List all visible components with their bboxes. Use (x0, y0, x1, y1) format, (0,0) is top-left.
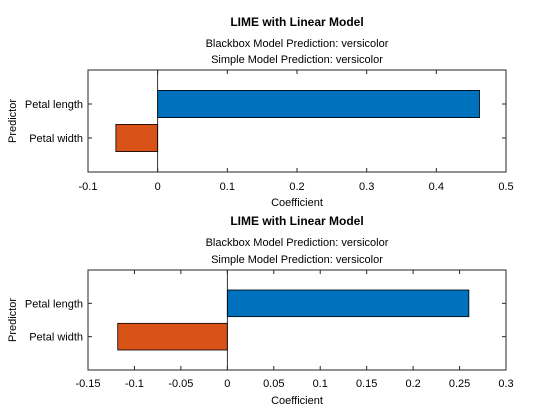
bar-petal-width (115, 124, 159, 153)
bar-petal-length (226, 289, 470, 318)
y-axis-label: Predictor (7, 298, 19, 342)
chart-panel-2: LIME with Linear Model Blackbox Model Pre… (7, 214, 514, 407)
x-tick-label: 0 (155, 181, 161, 193)
x-tick-label: 0.4 (429, 181, 444, 193)
x-tick-label: 0.1 (220, 181, 235, 193)
y-tick-label: Petal width (29, 332, 83, 344)
plots-container: LIME with Linear Model Blackbox Model Pre… (7, 15, 514, 407)
chart-subtitle-line-2: Simple Model Prediction: versicolor (211, 254, 383, 266)
axes-frame (87, 269, 507, 371)
y-axis-label: Predictor (7, 99, 19, 143)
bar-petal-width (117, 322, 228, 351)
x-tick-label: 0.15 (356, 378, 377, 390)
x-tick-label: -0.05 (168, 378, 193, 390)
x-axis-label: Coefficient (271, 395, 323, 407)
x-axis-label: Coefficient (271, 197, 323, 209)
chart-panel-1: LIME with Linear Model Blackbox Model Pre… (7, 15, 514, 209)
x-tick-label: 0.5 (498, 181, 513, 193)
x-tick-label: -0.1 (125, 378, 144, 390)
x-tick-label: 0.25 (449, 378, 470, 390)
x-tick-label: 0.3 (498, 378, 513, 390)
x-tick-label: 0.05 (263, 378, 284, 390)
bar-petal-length (157, 90, 480, 119)
chart-title: LIME with Linear Model (230, 15, 363, 29)
chart-subtitle-line-1: Blackbox Model Prediction: versicolor (206, 237, 389, 249)
chart-subtitle-line-2: Simple Model Prediction: versicolor (211, 54, 383, 66)
y-tick-label: Petal length (25, 99, 83, 111)
x-tick-label: 0.2 (405, 378, 420, 390)
x-tick-label: -0.15 (75, 378, 100, 390)
x-tick-label: 0 (224, 378, 230, 390)
chart-subtitle-line-1: Blackbox Model Prediction: versicolor (206, 38, 389, 50)
x-tick-label: -0.1 (79, 181, 98, 193)
x-tick-label: 0.1 (313, 378, 328, 390)
y-tick-label: Petal length (25, 298, 83, 310)
x-tick-label: 0.3 (359, 181, 374, 193)
y-tick-label: Petal width (29, 133, 83, 145)
chart-title: LIME with Linear Model (230, 214, 363, 228)
x-tick-label: 0.2 (289, 181, 304, 193)
